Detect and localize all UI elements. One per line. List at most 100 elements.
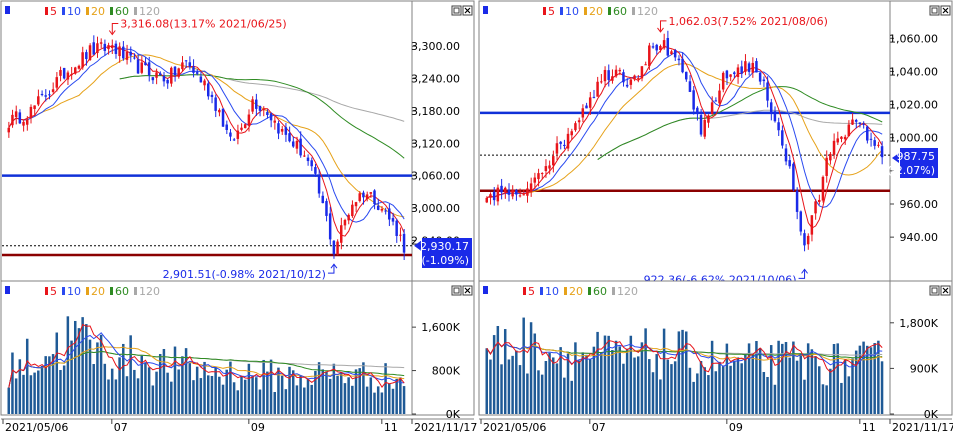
kosdaq-restore-icon [931, 7, 938, 14]
kosdaq-candle [496, 187, 500, 202]
kospi-volume-volume-bar [33, 372, 36, 414]
kosdaq-volume-volume-bar [769, 345, 773, 414]
kosdaq-volume-volume-bar [725, 343, 729, 414]
kosdaq-volume-volume-bar [762, 371, 766, 414]
kosdaq-candle [670, 51, 673, 55]
kosdaq-volume-volume-bar [581, 352, 585, 414]
kosdaq-volume-legend-swatch [540, 287, 543, 295]
kospi-volume-volume-bar [229, 361, 232, 414]
kosdaq-candle [585, 105, 588, 109]
x-axis-left-label: 07 [114, 421, 128, 434]
kosdaq-volume-volume-bar [703, 367, 706, 414]
kosdaq-candle [540, 173, 544, 175]
kospi-volume-volume-bar [369, 377, 373, 414]
kospi-candle [391, 218, 395, 222]
kospi-candle [70, 74, 73, 76]
kosdaq-volume-volume-bar [648, 359, 651, 414]
kospi-volume-volume-bar [51, 354, 55, 414]
kospi-candle [133, 57, 136, 59]
kosdaq-ma60-line [597, 86, 883, 161]
kosdaq-candle [803, 233, 806, 246]
kospi-volume-volume-bar [74, 320, 77, 414]
kospi-candle [151, 77, 155, 81]
kospi-high-annotation: 3,316.08(13.17% 2021/06/25) [120, 18, 286, 31]
kospi-candle [236, 130, 240, 139]
kosdaq-candle [492, 191, 496, 201]
kospi-candle [22, 121, 25, 126]
kospi-restore-button[interactable] [451, 5, 462, 16]
kospi-volume-volume-bar [343, 383, 347, 414]
kosdaq-candle [744, 61, 747, 72]
kospi-volume-volume-bar [218, 376, 221, 414]
kospi-candle [288, 133, 291, 142]
kosdaq-legend-label: 120 [637, 5, 658, 18]
kospi-candle [218, 109, 221, 113]
kospi-candle [269, 113, 273, 121]
kospi-candle [18, 112, 22, 124]
kosdaq-volume-legend-label: 60 [593, 285, 607, 298]
kospi-candle [306, 157, 310, 162]
kospi-volume-legend-swatch [110, 287, 113, 295]
kosdaq-candle [858, 122, 862, 124]
kosdaq-volume-y-tick-label: 1,800K [899, 317, 938, 330]
kosdaq-candle [500, 185, 503, 193]
kospi-legend-swatch [86, 7, 89, 15]
kosdaq-volume-volume-bar [714, 371, 718, 414]
kospi-volume-volume-bar [391, 388, 395, 414]
kosdaq-volume-volume-bar [829, 368, 832, 414]
kospi-candle [258, 105, 262, 111]
kospi-volume-volume-bar [144, 362, 147, 414]
kosdaq-candle [707, 115, 710, 123]
kosdaq-candle [866, 126, 869, 141]
kosdaq-candle [622, 72, 625, 83]
kosdaq-volume-volume-bar [496, 326, 500, 414]
kospi-candle [62, 67, 66, 79]
kospi-volume-volume-bar [225, 369, 228, 414]
kosdaq-ma5-line [486, 45, 883, 229]
kospi-candle [74, 67, 77, 74]
x-axis-right-label: 09 [729, 421, 743, 434]
kospi-volume-volume-bar [22, 374, 25, 414]
kospi-volume-volume-bar [155, 371, 158, 414]
kosdaq-volume-restore-button[interactable] [929, 285, 940, 296]
kospi-candle [266, 112, 269, 116]
kosdaq-candle [688, 81, 692, 92]
kosdaq-candle [799, 211, 803, 232]
kospi-volume-volume-bar [14, 378, 18, 414]
kospi-volume-volume-bar [280, 375, 284, 414]
kosdaq-candle [792, 163, 795, 190]
kospi-volume-volume-bar [402, 386, 406, 414]
kospi-volume-restore-button[interactable] [451, 285, 462, 296]
kosdaq-volume-volume-bar [662, 328, 666, 414]
kospi-y-tick-label: 3,300.00 [411, 40, 460, 53]
kospi-candle [170, 67, 173, 84]
kosdaq-volume-volume-bar [629, 335, 633, 414]
kospi-volume-volume-bar [221, 384, 225, 414]
kosdaq-volume-legend-swatch [612, 287, 615, 295]
kospi-volume-ma5-line [8, 323, 405, 388]
kospi-volume-volume-bar [188, 363, 192, 414]
kosdaq-volume-ma5-line [486, 340, 883, 373]
kosdaq-volume-volume-bar [537, 370, 540, 414]
kosdaq-volume-volume-bar [526, 373, 529, 414]
kospi-volume-volume-bar [199, 378, 203, 414]
kospi-legend-label: 120 [139, 5, 160, 18]
kospi-volume-volume-bar [184, 348, 188, 414]
kosdaq-candle [662, 40, 666, 49]
kosdaq-volume-volume-bar [603, 335, 607, 414]
kosdaq-volume-volume-bar [574, 342, 577, 414]
kosdaq-volume-volume-bar [607, 335, 610, 414]
kosdaq-volume-volume-bar [866, 345, 869, 414]
kosdaq-low-arrow [801, 268, 808, 274]
kospi-volume-volume-bar [325, 371, 328, 414]
kosdaq-volume-volume-bar [625, 348, 629, 414]
kospi-volume-legend-label: 120 [139, 285, 160, 298]
kosdaq-restore-button[interactable] [929, 5, 940, 16]
kosdaq-series-icon [483, 6, 488, 14]
kospi-last-price-tag [422, 238, 472, 268]
kospi-candle [321, 195, 325, 204]
kosdaq-volume-legend-swatch [564, 287, 567, 295]
kospi-candle [336, 241, 339, 255]
kospi-volume-volume-bar [25, 338, 29, 414]
